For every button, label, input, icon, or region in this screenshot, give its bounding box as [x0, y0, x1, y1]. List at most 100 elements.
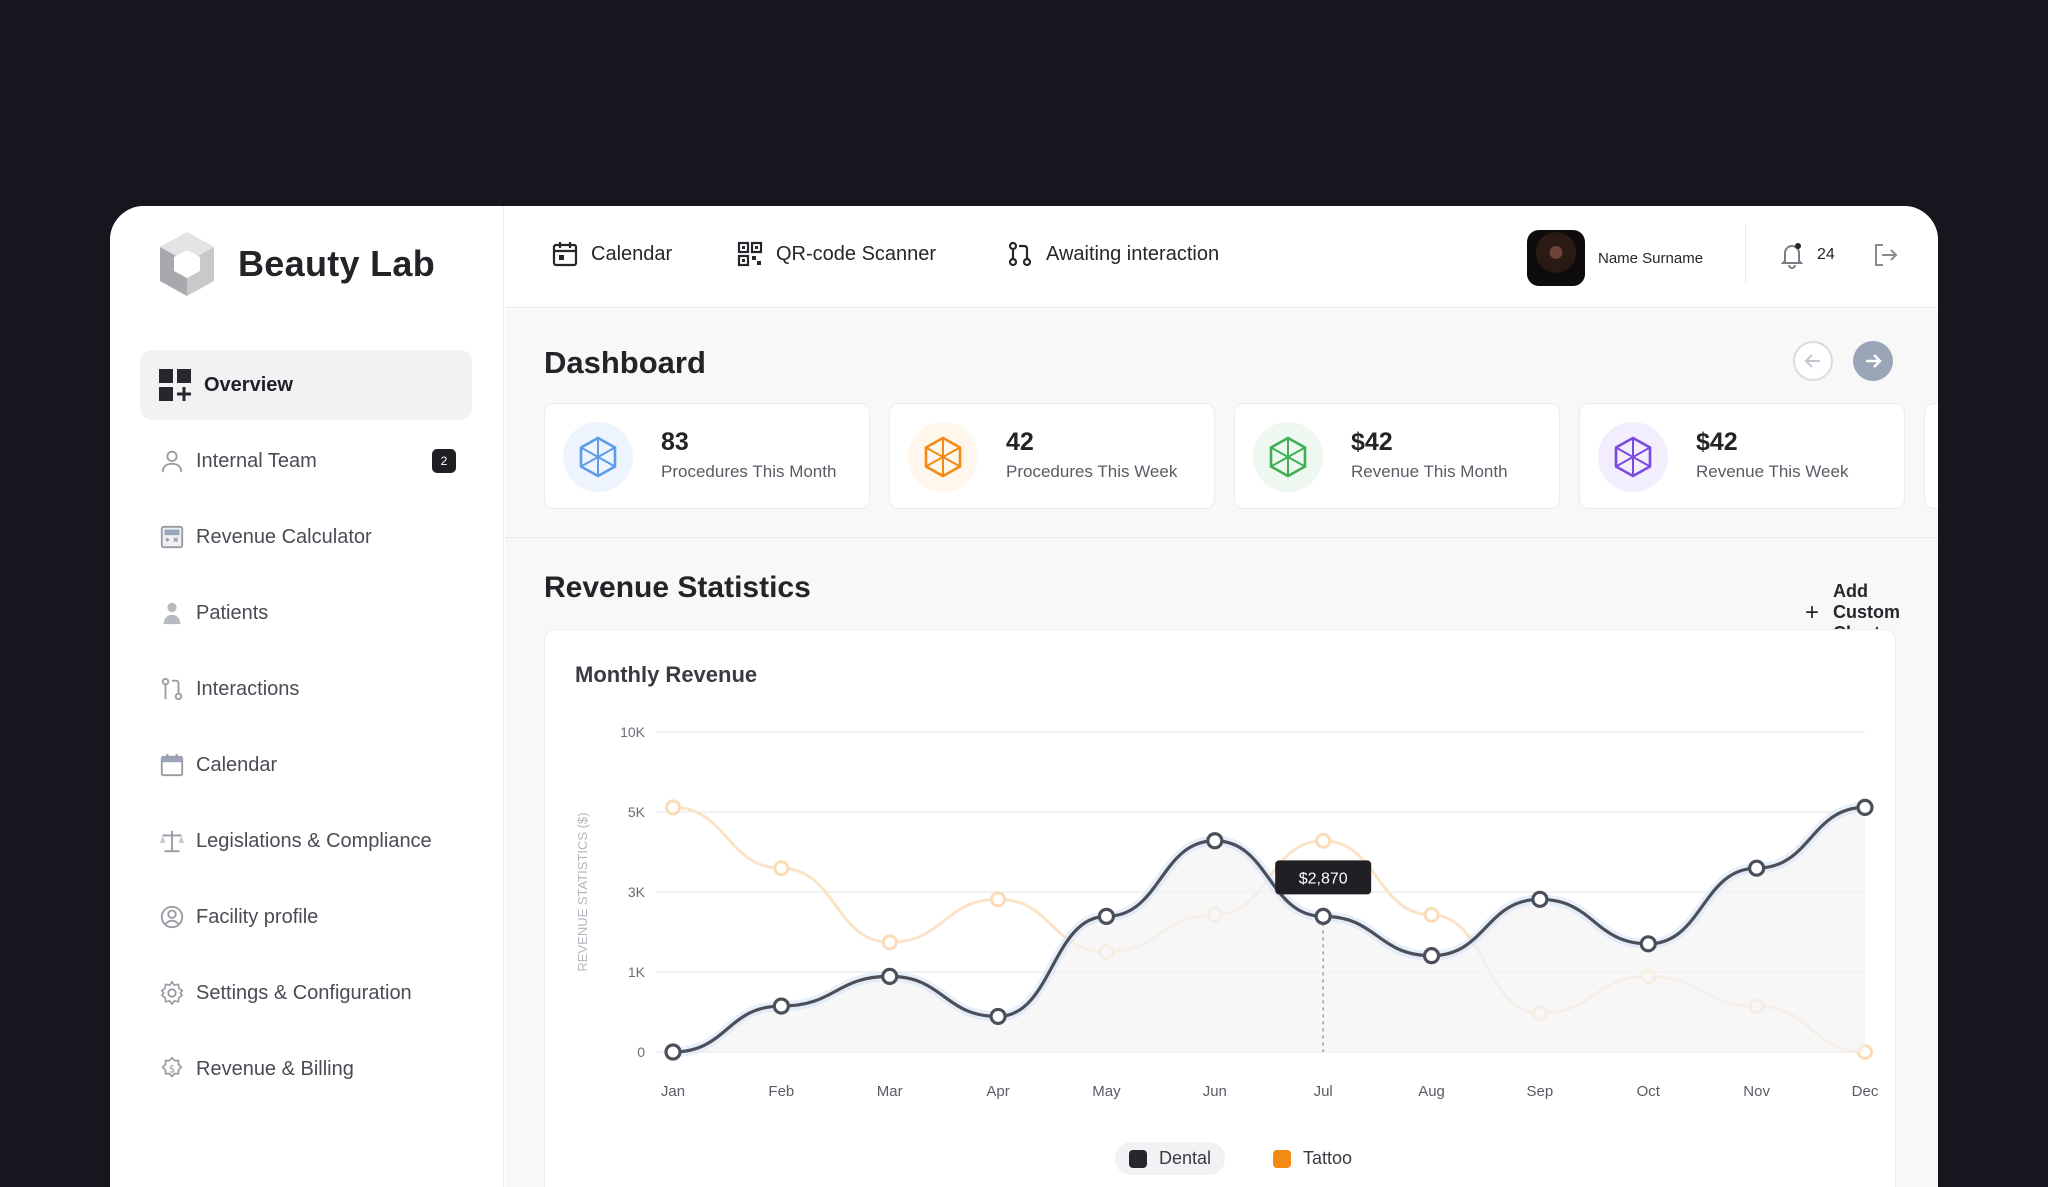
- stat-cards: 83 Procedures This Month 42 Procedures T…: [544, 403, 1938, 511]
- sidebar: Beauty Lab Overview Internal Team 2: [110, 206, 504, 1187]
- data-point-dental: [1639, 935, 1657, 953]
- sidebar-item-label: Revenue & Billing: [196, 1057, 354, 1080]
- x-tick-label: Dec: [1852, 1083, 1879, 1100]
- svg-text:$: $: [169, 1065, 176, 1076]
- x-tick-label: Oct: [1637, 1083, 1661, 1100]
- sidebar-item-calendar[interactable]: Calendar: [140, 730, 472, 800]
- stat-value: $42: [1696, 428, 1738, 456]
- legend-item-tattoo[interactable]: Tattoo: [1259, 1142, 1366, 1175]
- stat-value: $42: [1351, 428, 1393, 456]
- topbar-calendar-link[interactable]: Calendar: [551, 240, 672, 268]
- monthly-revenue-chart: 0 1K 3K 5K 10K REVENUE STATISTICS ($) Jan Feb Ma…: [575, 724, 1879, 1100]
- notifications-button[interactable]: 24: [1777, 240, 1835, 270]
- cube-icon: [563, 422, 633, 492]
- x-tick-label: Nov: [1743, 1083, 1770, 1100]
- notification-count: 24: [1817, 246, 1835, 263]
- cube-icon: [1253, 422, 1323, 492]
- legend-swatch: [1129, 1149, 1147, 1168]
- series-area-dental: [673, 807, 1865, 1052]
- topbar-awaiting-label: Awaiting interaction: [1046, 242, 1220, 265]
- stat-card-revenue-week[interactable]: $42 Revenue This Week: [1579, 403, 1905, 509]
- x-tick-label: Sep: [1527, 1083, 1554, 1100]
- section-divider: [505, 537, 1938, 538]
- sidebar-item-label: Overview: [204, 373, 293, 396]
- calculator-icon: [158, 523, 186, 551]
- stat-label: Revenue This Week: [1696, 462, 1849, 481]
- bell-icon: [1780, 243, 1804, 269]
- sidebar-item-interactions[interactable]: Interactions: [140, 654, 472, 724]
- qr-code-icon: [737, 241, 763, 267]
- sidebar-item-label: Patients: [196, 601, 269, 624]
- carousel-prev-button[interactable]: [1793, 341, 1833, 381]
- section-title: Revenue Statistics: [544, 571, 811, 604]
- topbar-awaiting-link[interactable]: Awaiting interaction: [1006, 240, 1219, 268]
- stat-card-procedures-month[interactable]: 83 Procedures This Month: [544, 403, 870, 509]
- topbar-divider: [1745, 224, 1746, 284]
- person-icon: [158, 599, 186, 627]
- data-point-tattoo: [773, 860, 790, 877]
- stat-label: Revenue This Month: [1351, 462, 1508, 481]
- y-tick-label: 0: [637, 1044, 645, 1060]
- calendar-icon: [552, 242, 578, 267]
- app-window: Beauty Lab Overview Internal Team 2: [110, 206, 1938, 1187]
- sidebar-item-internal-team[interactable]: Internal Team 2: [140, 426, 472, 496]
- arrow-right-icon: [1866, 354, 1882, 368]
- brand[interactable]: Beauty Lab: [156, 230, 435, 298]
- sidebar-item-label: Legislations & Compliance: [196, 829, 432, 852]
- data-point-dental: [1856, 798, 1874, 817]
- stat-card-partial[interactable]: [1924, 403, 1938, 509]
- legend-swatch: [1273, 1149, 1292, 1168]
- stat-card-revenue-month[interactable]: $42 Revenue This Month: [1234, 403, 1560, 509]
- main-content: Dashboard 83 Procedures This Month 42 Pr…: [505, 309, 1938, 1187]
- sidebar-item-facility-profile[interactable]: Facility profile: [140, 882, 472, 952]
- data-point-tattoo: [665, 799, 681, 816]
- data-point-dental: [881, 967, 899, 985]
- data-point-tattoo: [1423, 906, 1440, 923]
- chart-legend: Dental Tattoo: [1115, 1142, 1400, 1175]
- plus-icon: +: [1805, 598, 1820, 626]
- data-point-dental: [1531, 890, 1549, 908]
- x-tick-label: Jun: [1203, 1083, 1227, 1100]
- topbar-calendar-label: Calendar: [591, 242, 673, 265]
- chart-title: Monthly Revenue: [575, 662, 758, 687]
- x-tick-label: Apr: [986, 1083, 1009, 1100]
- logout-icon[interactable]: [1870, 240, 1900, 270]
- carousel-next-button[interactable]: [1853, 341, 1893, 381]
- stat-card-procedures-week[interactable]: 42 Procedures This Week: [889, 403, 1215, 509]
- data-point-dental: [1314, 907, 1332, 925]
- chart-card: Monthly Revenue 0 1K 3K 5K 10K REVENUE STATIS…: [544, 629, 1896, 1187]
- count-badge: 2: [432, 449, 456, 473]
- data-point-dental: [772, 997, 790, 1015]
- user-name: Name Surname: [1598, 249, 1704, 267]
- x-tick-label: May: [1092, 1083, 1121, 1100]
- avatar: [1527, 230, 1585, 286]
- sidebar-nav: Overview Internal Team 2 Revenue Calcula…: [140, 350, 472, 1110]
- data-point-dental: [1097, 907, 1116, 925]
- arrow-left-icon: [1804, 354, 1820, 368]
- interactions-icon: [158, 675, 186, 703]
- user-profile[interactable]: Name Surname: [1527, 230, 1703, 286]
- brand-name: Beauty Lab: [238, 243, 436, 284]
- data-point-tattoo: [990, 891, 1007, 908]
- sidebar-item-legislations[interactable]: Legislations & Compliance: [140, 806, 472, 876]
- x-tick-label: Feb: [768, 1083, 794, 1100]
- y-tick-label: 10K: [620, 724, 646, 740]
- y-tick-label: 1K: [628, 964, 646, 980]
- data-point-dental: [664, 1043, 682, 1061]
- sidebar-item-patients[interactable]: Patients: [140, 578, 472, 648]
- data-point-tattoo: [881, 934, 898, 951]
- legend-item-dental[interactable]: Dental: [1115, 1142, 1226, 1175]
- sidebar-item-settings[interactable]: Settings & Configuration: [140, 958, 472, 1028]
- cube-icon: [908, 422, 978, 492]
- stat-label: Procedures This Week: [1006, 462, 1178, 481]
- overview-grid-icon: [158, 368, 192, 402]
- topbar-qr-label: QR-code Scanner: [776, 242, 937, 265]
- topbar-qr-scanner-link[interactable]: QR-code Scanner: [736, 240, 936, 268]
- sidebar-item-overview[interactable]: Overview: [140, 350, 472, 420]
- data-point-tattoo: [1315, 832, 1332, 849]
- topbar: Calendar QR-code Scanner Awaiting intera…: [505, 206, 1938, 308]
- stat-label: Procedures This Month: [661, 462, 837, 481]
- sidebar-item-revenue-calculator[interactable]: Revenue Calculator: [140, 502, 472, 572]
- legend-label: Tattoo: [1303, 1148, 1353, 1168]
- sidebar-item-revenue-billing[interactable]: $ Revenue & Billing: [140, 1034, 472, 1104]
